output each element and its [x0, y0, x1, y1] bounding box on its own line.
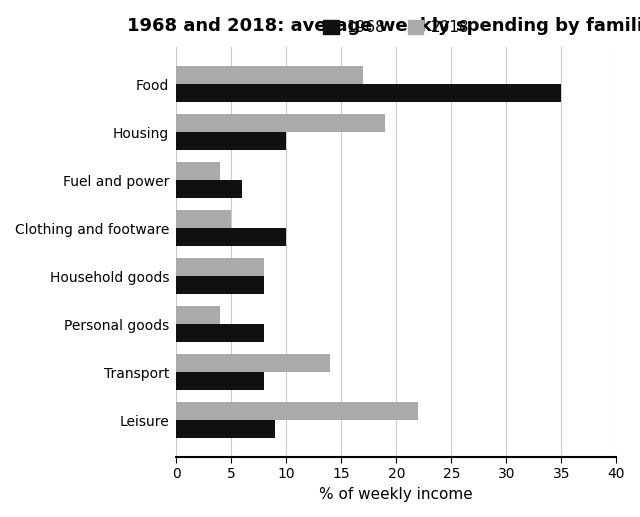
Bar	[176, 114, 385, 132]
Bar	[176, 258, 264, 276]
Bar	[176, 276, 264, 294]
Bar	[176, 228, 286, 246]
Bar	[176, 84, 561, 102]
Bar	[176, 324, 264, 342]
Bar	[176, 402, 419, 420]
Bar	[176, 354, 330, 372]
Title: 1968 and 2018: average weekly spending by families: 1968 and 2018: average weekly spending b…	[127, 17, 640, 35]
Bar	[176, 306, 220, 324]
Bar	[176, 132, 286, 150]
Bar	[176, 372, 264, 390]
Legend: 1968, 2018: 1968, 2018	[317, 14, 476, 41]
Bar	[176, 420, 275, 438]
Bar	[176, 66, 364, 84]
Bar	[176, 180, 243, 199]
Bar	[176, 162, 220, 180]
Bar	[176, 210, 231, 228]
X-axis label: % of weekly income: % of weekly income	[319, 487, 473, 502]
